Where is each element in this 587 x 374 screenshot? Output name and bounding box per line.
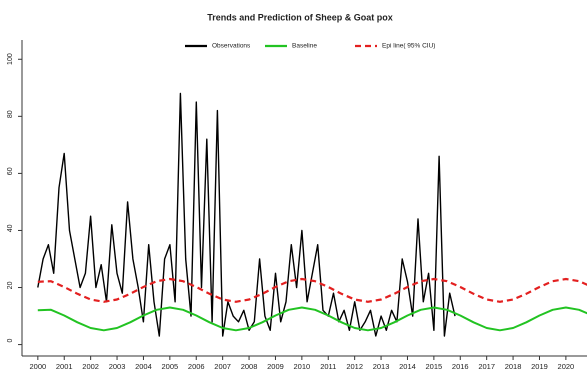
series-line [37, 277, 587, 303]
series-line [37, 92, 456, 337]
series-line [37, 306, 587, 332]
x-tick-label: 2004 [135, 362, 152, 371]
y-tick-label: 80 [7, 110, 14, 118]
x-tick-label: 2002 [82, 362, 99, 371]
x-tick-label: 2009 [267, 362, 284, 371]
x-tick-label: 2007 [214, 362, 231, 371]
y-tick-label: 40 [7, 224, 14, 232]
legend-label: Baseline [292, 43, 317, 50]
x-tick-label: 2001 [56, 362, 73, 371]
x-tick-label: 2008 [241, 362, 258, 371]
chart-title: Trends and Prediction of Sheep & Goat po… [207, 12, 393, 22]
x-tick-label: 2011 [320, 362, 336, 371]
x-tick-label: 2016 [452, 362, 469, 371]
x-tick-label: 2020 [558, 362, 575, 371]
x-tick-label: 2006 [188, 362, 205, 371]
x-tick-label: 2013 [373, 362, 390, 371]
y-tick-label: 100 [7, 53, 14, 65]
x-tick-label: 2019 [531, 362, 548, 371]
x-tick-label: 2012 [346, 362, 363, 371]
x-tick-label: 2000 [29, 362, 46, 371]
plot-area [37, 92, 587, 337]
x-tick-label: 2014 [399, 362, 416, 371]
y-tick-label: 60 [7, 167, 14, 175]
y-tick-label: 20 [7, 281, 14, 289]
x-tick-label: 2017 [478, 362, 495, 371]
legend-label: Observations [212, 43, 251, 50]
x-tick-label: 2010 [294, 362, 311, 371]
y-tick-label: 0 [7, 338, 14, 342]
x-tick-label: 2015 [426, 362, 443, 371]
legend-label: Epi line( 95% CIU) [382, 43, 435, 50]
x-tick-label: 2005 [162, 362, 179, 371]
x-tick-label: 2018 [505, 362, 522, 371]
x-tick-label: 2003 [109, 362, 126, 371]
